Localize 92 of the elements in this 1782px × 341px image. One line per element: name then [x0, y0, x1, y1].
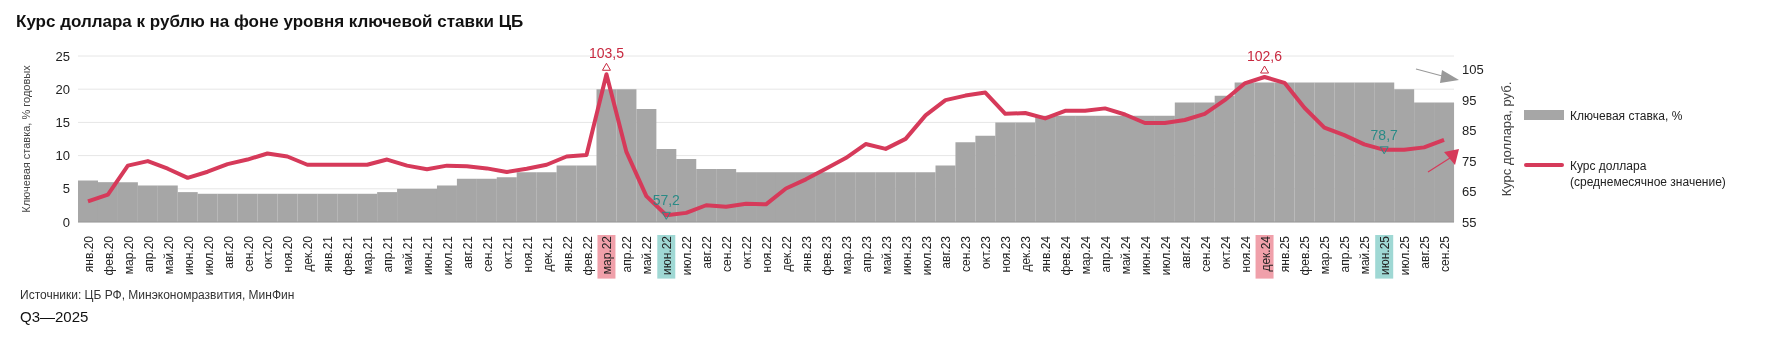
- x-tick-label: янв.21: [321, 235, 336, 273]
- x-tick-label: авг.21: [460, 235, 475, 269]
- x-tick-label: сен.20: [241, 235, 256, 272]
- x-tick-label: авг.23: [939, 235, 954, 269]
- data-label: 102,6: [1247, 48, 1283, 65]
- x-tick-label: мар.23: [839, 235, 854, 275]
- x-tick-label: янв.23: [799, 235, 814, 273]
- x-tick-label: авг.20: [221, 235, 236, 269]
- x-tick-label: ноя.22: [760, 235, 774, 273]
- y-tick-label: 10: [55, 148, 70, 164]
- y-tick-label: 0: [62, 214, 70, 230]
- x-tick-label: май.22: [640, 235, 655, 275]
- legend-label: Ключевая ставка, %: [1570, 108, 1683, 124]
- x-tick-label: дек.21: [540, 235, 555, 272]
- y2-tick-label: 75: [1462, 153, 1477, 169]
- y-axis-title: Ключевая ставка, % годовых: [19, 64, 32, 213]
- x-tick-label: авг.24: [1178, 235, 1193, 269]
- x-tick-label: ноя.24: [1238, 235, 1253, 273]
- x-tick-label: апр.21: [381, 235, 396, 273]
- x-tick-label: дек.23: [1019, 235, 1034, 272]
- x-tick-label: мар.21: [361, 235, 376, 275]
- text: Q3—2025: [20, 308, 89, 325]
- x-tick-label: сен.21: [480, 235, 495, 272]
- x-tick-label: фев.22: [580, 235, 595, 276]
- x-tick-label: июн.20: [181, 235, 196, 276]
- x-tick-label: янв.20: [81, 235, 96, 273]
- x-tick-label: июл.20: [201, 235, 216, 276]
- x-tick-label: окт.24: [1218, 235, 1233, 269]
- x-tick-label: янв.25: [1278, 235, 1293, 273]
- y2-axis-title: Курс доллара, руб.: [1498, 81, 1514, 197]
- x-tick-label: ноя.20: [281, 235, 296, 273]
- chart-title: Курс доллара к рублю на фоне уровня ключевой ставки ЦБ: [16, 12, 524, 32]
- x-tick-label: янв.22: [560, 235, 575, 273]
- x-tick-label: май.24: [1118, 235, 1133, 275]
- x-tick-label: июл.24: [1158, 235, 1173, 276]
- y2-tick-label: 105: [1462, 62, 1484, 78]
- x-tick-label: сен.23: [959, 235, 974, 272]
- y2-tick-label: 95: [1462, 92, 1477, 108]
- y-tick-label: 25: [55, 48, 70, 64]
- x-tick-label: сен.22: [720, 235, 735, 272]
- x-tick-label: окт.21: [500, 235, 515, 269]
- x-tick-label: фев.20: [101, 235, 116, 276]
- x-tick-label: авг.22: [700, 235, 715, 269]
- x-tick-label: ноя.21: [520, 235, 535, 273]
- x-tick-label: июн.23: [899, 235, 914, 276]
- x-tick-label: июн.25: [1378, 235, 1393, 276]
- x-tick-label: дек.20: [301, 235, 316, 272]
- x-tick-label: май.25: [1358, 235, 1373, 275]
- x-tick-label: янв.24: [1039, 235, 1054, 273]
- y2-tick-label: 55: [1462, 214, 1477, 230]
- x-tick-label: июл.23: [919, 235, 934, 276]
- x-tick-label: фев.24: [1059, 235, 1074, 276]
- x-tick-label: апр.25: [1338, 235, 1353, 273]
- x-tick-label: апр.24: [1099, 235, 1114, 273]
- x-tick-label: июл.25: [1398, 235, 1413, 276]
- x-tick-label: окт.20: [261, 235, 276, 269]
- x-tick-label: авг.25: [1418, 235, 1433, 269]
- x-tick-label: июн.21: [420, 235, 435, 276]
- y-tick-label: 15: [55, 115, 70, 131]
- x-tick-label: апр.20: [141, 235, 156, 273]
- x-tick-label: мар.22: [600, 235, 615, 275]
- x-tick-label: май.23: [879, 235, 894, 275]
- x-tick-label: сен.25: [1438, 235, 1453, 272]
- x-tick-label: дек.24: [1258, 235, 1273, 272]
- x-tick-label: июл.22: [680, 235, 695, 276]
- x-tick-label: июн.24: [1138, 235, 1153, 276]
- data-label: 103,5: [588, 45, 625, 62]
- data-label: 78,7: [1370, 126, 1399, 143]
- x-tick-label: май.21: [401, 235, 416, 275]
- data-label: 57,2: [652, 192, 681, 209]
- x-tick-label: мар.20: [121, 235, 136, 275]
- y-tick-label: 20: [55, 81, 70, 97]
- y2-tick-label: 65: [1462, 184, 1477, 200]
- x-tick-label: мар.25: [1318, 235, 1333, 275]
- x-tick-label: фев.21: [341, 235, 356, 276]
- x-tick-label: фев.25: [1298, 235, 1313, 276]
- legend-label: Курс доллара (среднемесячное значение): [1570, 158, 1726, 190]
- x-tick-label: ноя.23: [999, 235, 1014, 273]
- x-tick-label: апр.22: [620, 235, 635, 273]
- y-tick-label: 5: [62, 181, 70, 197]
- x-tick-label: фев.23: [819, 235, 834, 276]
- x-tick-label: апр.23: [859, 235, 874, 273]
- x-tick-label: май.20: [161, 235, 176, 275]
- y2-tick-label: 85: [1462, 123, 1477, 139]
- text: Источники: ЦБ РФ, Минэкономразвития, МинФин: [20, 288, 295, 302]
- x-tick-label: окт.22: [740, 235, 755, 269]
- x-tick-label: сен.24: [1198, 235, 1213, 272]
- x-tick-label: дек.22: [779, 235, 794, 272]
- x-tick-label: июл.21: [440, 235, 455, 276]
- x-tick-label: мар.24: [1079, 235, 1094, 275]
- x-tick-label: окт.23: [979, 235, 994, 269]
- x-tick-label: июн.22: [660, 235, 675, 276]
